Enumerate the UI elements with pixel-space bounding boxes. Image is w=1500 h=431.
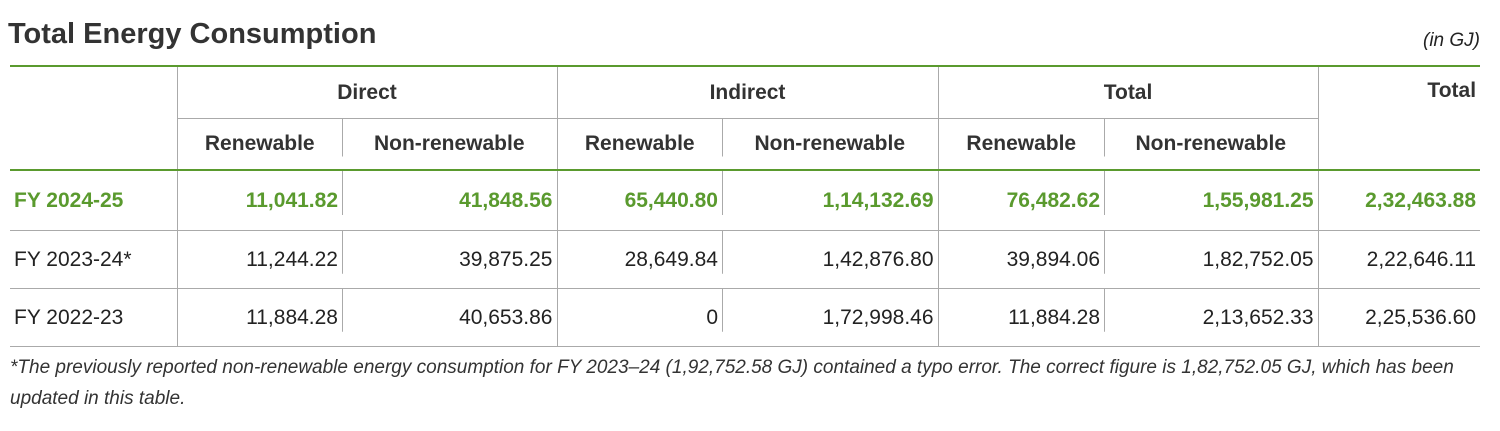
cell: 2,25,536.60 — [1317, 288, 1481, 347]
group-header: Total — [1317, 66, 1481, 170]
data-row: FY 2024-25 11,041.82 41,848.56 65,440.80 1,1… — [10, 170, 1481, 231]
subheader: Non-renewable — [1104, 118, 1319, 170]
cell: 65,440.80 — [556, 170, 722, 231]
cell: 11,244.22 — [176, 230, 342, 289]
cell: 1,14,132.69 — [722, 170, 939, 231]
group-header: Indirect — [556, 66, 939, 119]
group-header: Total — [937, 66, 1319, 119]
footnote: *The previously reported non-renewable e… — [10, 357, 1454, 409]
cell: 76,482.62 — [937, 170, 1105, 231]
title: Total Energy Consumption — [8, 18, 377, 50]
table-body: FY 2024-25 11,041.82 41,848.56 65,440.80 1,1… — [10, 170, 1481, 347]
cell: 2,32,463.88 — [1317, 170, 1481, 231]
cell: 2,22,646.11 — [1317, 230, 1481, 289]
cell: 11,884.28 — [937, 288, 1105, 347]
subheader: Renewable — [937, 118, 1105, 170]
subheader: Renewable — [556, 118, 722, 170]
cell: 11,884.28 — [176, 288, 342, 347]
subheader: Non-renewable — [342, 118, 557, 170]
cell: 0 — [556, 288, 722, 347]
row-label: FY 2022-23 — [14, 305, 124, 329]
corner-cell — [10, 66, 177, 170]
energy-table: Direct Indirect Total Total Renewable Non… — [10, 65, 1481, 347]
cell: 28,649.84 — [556, 230, 722, 289]
cell: 1,55,981.25 — [1104, 170, 1319, 231]
cell: 11,041.82 — [176, 170, 342, 231]
cell: 1,82,752.05 — [1104, 230, 1319, 289]
header-row: Direct Indirect Total Total — [10, 66, 1481, 170]
cell: 39,875.25 — [342, 230, 557, 289]
subheader-row: Renewable Non-renewable Renewable Non-renew… — [10, 118, 1481, 170]
data-row: FY 2022-23 11,884.28 40,653.86 0 1,72,998.46… — [10, 288, 1481, 347]
cell: 41,848.56 — [342, 170, 557, 231]
table-head: Direct Indirect Total Total Renewable Non… — [10, 66, 1481, 170]
cell: 2,13,652.33 — [1104, 288, 1319, 347]
cell: 40,653.86 — [342, 288, 557, 347]
subheader: Renewable — [176, 118, 342, 170]
data-row: FY 2023-24* 11,244.22 39,875.25 28,649.84 1,… — [10, 230, 1481, 289]
row-label: FY 2023-24* — [14, 247, 132, 271]
unit: (in GJ) — [1423, 30, 1480, 51]
cell: 39,894.06 — [937, 230, 1105, 289]
subheader: Non-renewable — [722, 118, 939, 170]
row-label: FY 2024-25 — [14, 188, 124, 212]
cell: 1,72,998.46 — [722, 288, 939, 347]
cell: 1,42,876.80 — [722, 230, 939, 289]
group-header: Direct — [176, 66, 557, 119]
